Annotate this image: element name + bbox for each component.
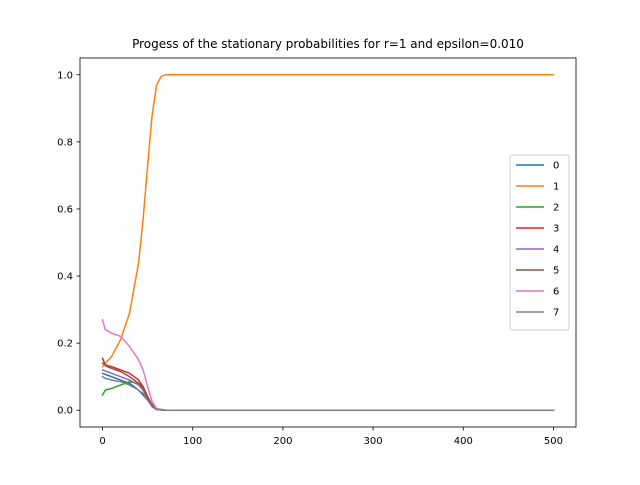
chart-title: Progess of the stationary probabilities … bbox=[132, 37, 524, 51]
legend-label-6: 6 bbox=[553, 287, 559, 298]
x-tick-label: 400 bbox=[454, 436, 473, 447]
legend-label-1: 1 bbox=[553, 182, 559, 193]
y-axis: 0.0 0.2 0.4 0.6 0.8 1.0 bbox=[57, 70, 80, 417]
x-tick-label: 200 bbox=[273, 436, 292, 447]
series-line-1 bbox=[101, 74, 555, 368]
x-tick-label: 100 bbox=[183, 436, 202, 447]
plot-lines bbox=[101, 74, 555, 411]
x-axis: 0 100 200 300 400 500 bbox=[99, 427, 563, 447]
y-tick-label: 0.4 bbox=[57, 272, 73, 283]
legend-label-3: 3 bbox=[553, 224, 559, 235]
series-line-7 bbox=[101, 375, 555, 411]
y-tick-label: 1.0 bbox=[57, 70, 73, 81]
legend: 0 1 2 3 4 5 6 7 bbox=[509, 154, 570, 331]
legend-label-7: 7 bbox=[553, 308, 559, 319]
legend-box bbox=[509, 154, 570, 331]
x-tick-label: 0 bbox=[99, 436, 105, 447]
x-tick-label: 300 bbox=[364, 436, 383, 447]
legend-label-5: 5 bbox=[553, 266, 559, 277]
y-tick-label: 0.0 bbox=[57, 406, 73, 417]
legend-label-4: 4 bbox=[553, 245, 559, 256]
legend-label-2: 2 bbox=[553, 203, 559, 214]
plot-frame bbox=[79, 57, 577, 428]
y-tick-label: 0.2 bbox=[57, 339, 73, 350]
y-tick-label: 0.6 bbox=[57, 204, 73, 215]
legend-label-0: 0 bbox=[553, 161, 559, 172]
y-tick-label: 0.8 bbox=[57, 137, 73, 148]
x-tick-label: 500 bbox=[544, 436, 563, 447]
